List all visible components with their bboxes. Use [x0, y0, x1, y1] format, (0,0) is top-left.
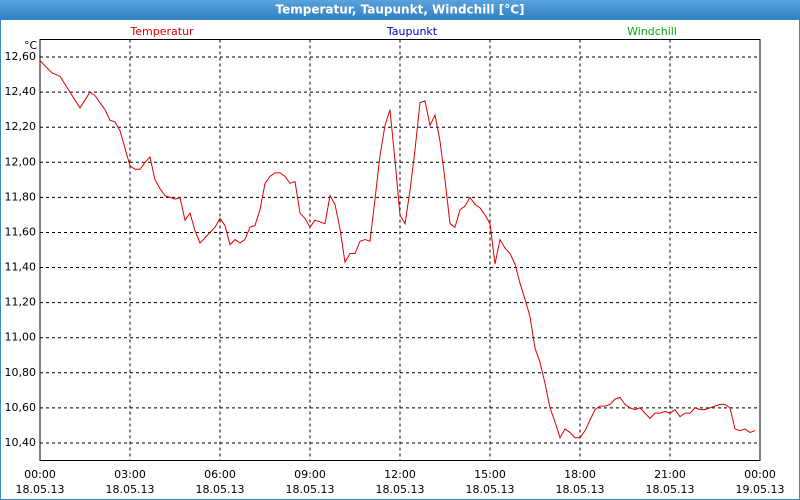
x-tick-label: 21:00	[654, 468, 686, 481]
x-tick-date: 18.05.13	[646, 483, 695, 496]
x-tick-label: 03:00	[114, 468, 146, 481]
x-tick-date: 18.05.13	[16, 483, 65, 496]
series-line	[39, 60, 756, 439]
y-unit: °C	[24, 39, 38, 52]
chart-title: Temperatur, Taupunkt, Windchill [°C]	[276, 3, 525, 17]
x-tick-date: 18.05.13	[286, 483, 335, 496]
y-tick-label: 11,40	[5, 261, 37, 274]
y-tick-label: 10,40	[5, 436, 37, 449]
title-bar	[0, 0, 800, 20]
y-tick-label: 10,80	[5, 366, 37, 379]
x-tick-date: 18.05.13	[106, 483, 155, 496]
x-tick-date: 18.05.13	[196, 483, 245, 496]
x-tick-label: 15:00	[474, 468, 506, 481]
y-tick-label: 12,60	[5, 50, 37, 63]
legend-entry: Taupunkt	[386, 25, 438, 38]
y-tick-label: 11,20	[5, 296, 37, 309]
y-tick-label: 11,60	[5, 225, 37, 238]
x-tick-label: 00:00	[744, 468, 776, 481]
y-tick-label: 11,80	[5, 190, 37, 203]
x-tick-date: 18.05.13	[556, 483, 605, 496]
x-tick-label: 06:00	[204, 468, 236, 481]
x-tick-date: 18.05.13	[376, 483, 425, 496]
legend-entry: Windchill	[627, 25, 677, 38]
x-tick-date: 18.05.13	[466, 483, 515, 496]
y-tick-label: 12,40	[5, 85, 37, 98]
x-tick-label: 09:00	[294, 468, 326, 481]
plot-border	[39, 39, 761, 461]
x-tick-label: 18:00	[564, 468, 596, 481]
y-tick-label: 12,00	[5, 155, 37, 168]
y-tick-label: 10,60	[5, 401, 37, 414]
x-tick-label: 00:00	[24, 468, 56, 481]
y-tick-label: 12,20	[5, 120, 37, 133]
x-tick-label: 12:00	[384, 468, 416, 481]
x-tick-date: 19.05.13	[736, 483, 785, 496]
legend-entry: Temperatur	[129, 25, 194, 38]
y-tick-label: 11,00	[5, 331, 37, 344]
